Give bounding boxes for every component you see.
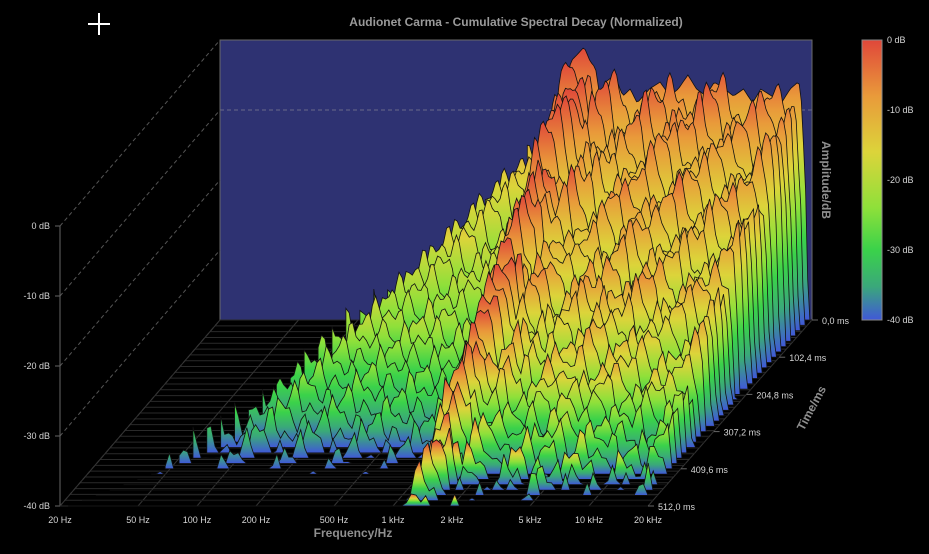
amplitude-tick-label: -30 dB [23,431,50,441]
amplitude-tick-label: -20 dB [23,361,50,371]
frequency-tick-label: 20 kHz [634,515,663,525]
colorbar-tick-label: -30 dB [887,245,914,255]
colorbar-tick-label: 0 dB [887,35,906,45]
colorbar-ticks: 0 dB -10 dB -20 dB -30 dB -40 dB [887,35,914,325]
frequency-tick-label: 20 Hz [48,515,72,525]
amplitude-tick-label: -10 dB [23,291,50,301]
frequency-tick-label: 100 Hz [183,515,212,525]
time-tick-label: 307,2 ms [724,428,762,438]
time-tick-label: 0,0 ms [822,316,850,326]
frequency-tick-label: 200 Hz [242,515,271,525]
frequency-ticks: 20 Hz 50 Hz 100 Hz 200 Hz 500 Hz 1 kHz 2 kHz 5 … [48,515,662,525]
colorbar [861,39,883,321]
time-ticks: 0,0 ms 102,4 ms 204,8 ms 307,2 ms 409,6 ms 51… [648,316,850,512]
chart-title: Audionet Carma - Cumulative Spectral Dec… [349,15,682,29]
decay-slice [82,459,653,502]
colorbar-tick-label: -10 dB [887,105,914,115]
time-tick-label: 204,8 ms [756,390,794,400]
frequency-tick-label: 5 kHz [518,515,542,525]
amplitude-axis-title: Amplitude/dB [819,141,833,219]
frequency-tick-label: 500 Hz [320,515,349,525]
floor-gridline [137,319,299,507]
side-gridline [59,39,221,227]
side-gridline [59,249,221,437]
time-tick-label: 512,0 ms [658,502,696,512]
x-axis-title: Frequency/Hz [314,526,393,540]
decay-slice [95,441,658,496]
amplitude-tick-label: -40 dB [23,501,50,511]
amplitude-tick-label: 0 dB [31,221,50,231]
frequency-tick-label: 10 kHz [575,515,604,525]
colorbar-tick-label: -40 dB [887,315,914,325]
colorbar-tick-label: -20 dB [887,175,914,185]
time-axis-title: Time/ms [794,383,829,433]
side-gridline [59,179,221,367]
time-tick-label: 102,4 ms [789,353,827,363]
floor-gridline [59,319,221,507]
side-gridline [59,109,221,297]
time-tick-label: 409,6 ms [691,465,729,475]
crosshair-cursor-icon [88,13,110,35]
frequency-tick-label: 1 kHz [381,515,405,525]
decay-slice [68,493,648,507]
decay-slice [123,427,667,486]
waterfall-slices [68,47,812,507]
frequency-tick-label: 2 kHz [440,515,464,525]
frequency-tick-label: 50 Hz [126,515,150,525]
decay-slice [109,439,663,491]
amplitude-ticks: 0 dB -10 dB -20 dB -30 dB -40 dB [23,221,60,511]
floor-gridline [647,319,813,507]
